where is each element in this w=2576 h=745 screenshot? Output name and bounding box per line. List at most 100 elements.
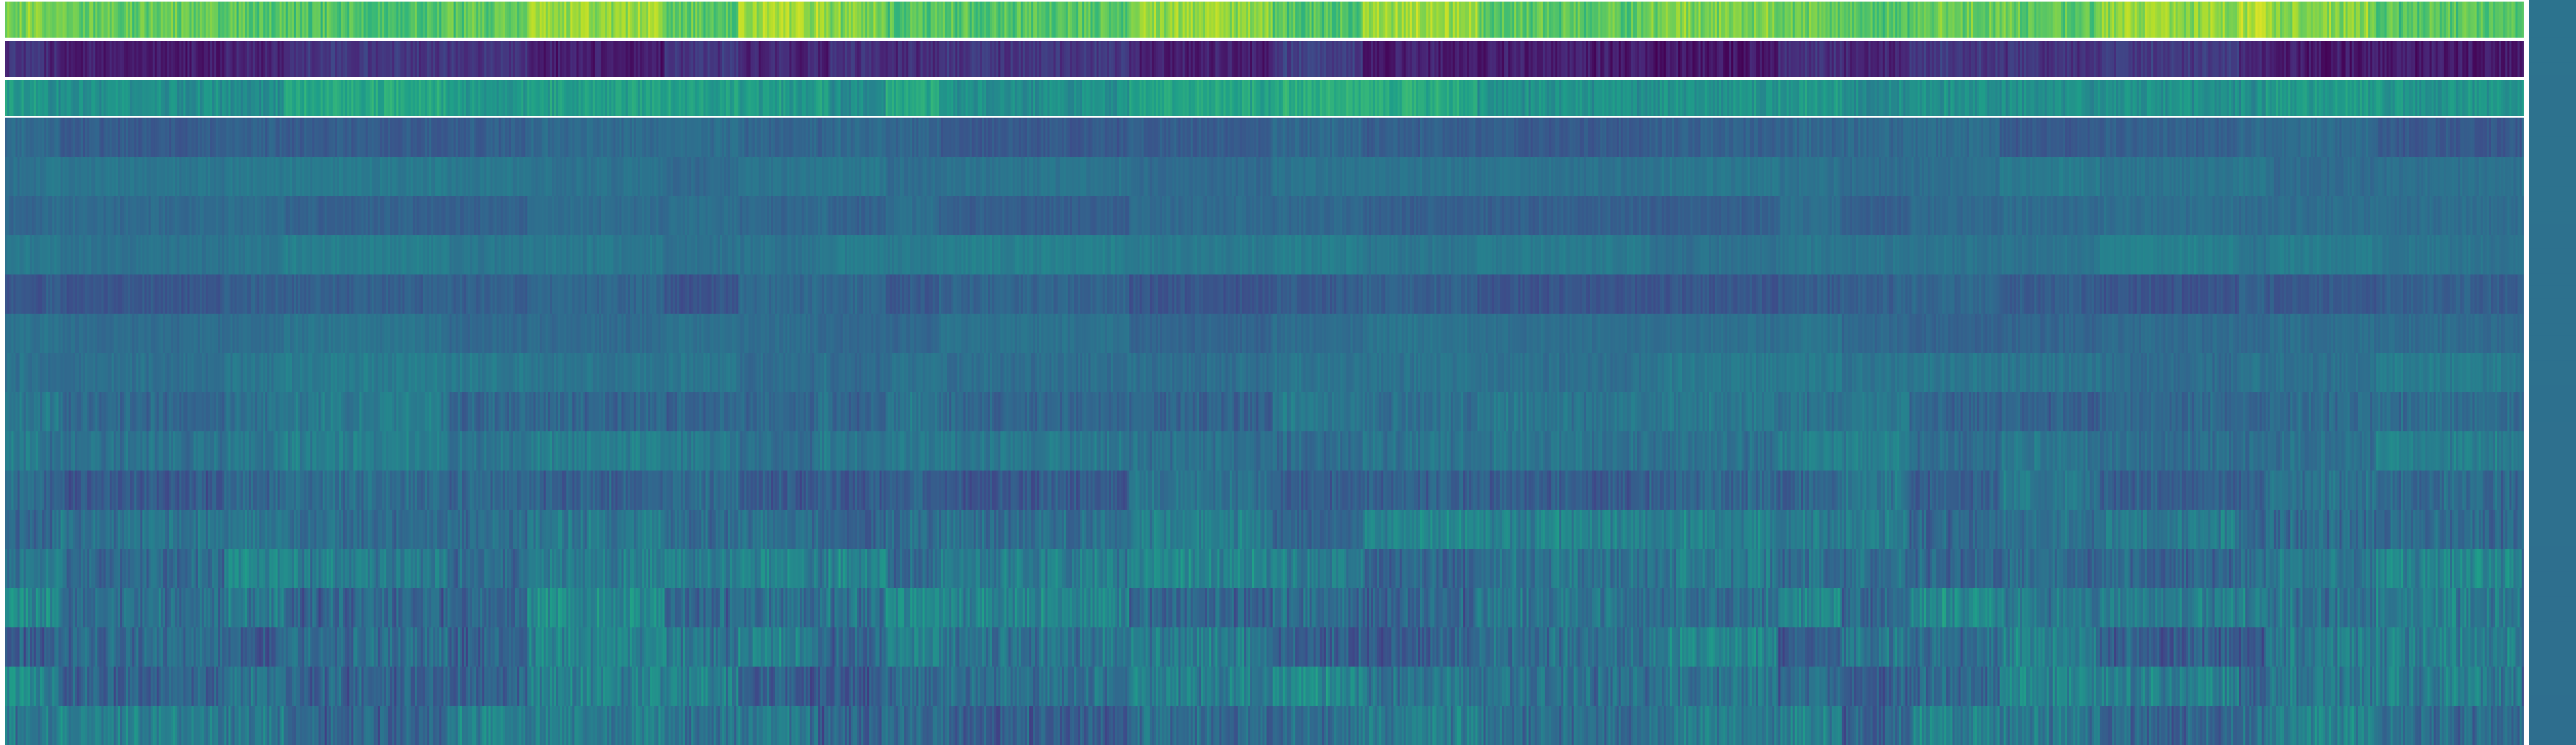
heatmap-cell (364, 80, 366, 116)
heatmap-cell (857, 80, 859, 116)
heatmap-cell (1878, 2, 1881, 38)
heatmap-cell (2044, 80, 2047, 116)
heatmap-cell (398, 2, 401, 38)
heatmap-cell (2397, 2, 2399, 38)
heatmap-cell (345, 41, 348, 77)
heatmap-cell (2425, 80, 2428, 116)
heatmap-cell (255, 80, 258, 116)
heatmap-cell (2329, 80, 2332, 116)
heatmap-cell (28, 80, 30, 116)
heatmap-cell (734, 118, 737, 157)
heatmap-cell (1987, 118, 1990, 157)
heatmap-cell (939, 80, 941, 116)
heatmap-cell (48, 118, 51, 157)
heatmap-cell (2317, 118, 2320, 157)
heatmap-cell (1971, 80, 1973, 116)
heatmap-cell (2034, 2, 2037, 38)
heatmap-cell (2364, 41, 2367, 77)
heatmap-cell (750, 2, 753, 38)
heatmap-cell (845, 118, 847, 157)
heatmap-cell (1971, 2, 1973, 38)
heatmap-cell (1369, 80, 1371, 116)
heatmap-cell (550, 80, 552, 116)
heatmap-cell (1999, 80, 2002, 116)
heatmap-cell (713, 41, 716, 77)
heatmap-cell (834, 2, 837, 38)
heatmap-cell (1768, 2, 1771, 38)
heatmap-cell (1065, 118, 1069, 157)
heatmap-cell (1565, 80, 1568, 116)
heatmap-cell (740, 2, 743, 38)
heatmap-cell (2312, 41, 2316, 77)
heatmap-cell (2108, 118, 2110, 157)
heatmap-cell (2159, 41, 2162, 77)
heatmap-cell (1876, 2, 1879, 38)
heatmap-cell (1533, 41, 1535, 77)
heatmap-cell (1565, 41, 1568, 77)
heatmap-cell (990, 41, 993, 77)
heatmap-cell (2069, 118, 2072, 157)
heatmap-cell (232, 80, 235, 116)
heatmap-cell (1162, 2, 1165, 38)
heatmap-cell (1995, 2, 1998, 38)
heatmap-cell (210, 80, 212, 116)
heatmap-cell (31, 157, 35, 197)
heatmap-cell (1004, 2, 1007, 38)
heatmap-cell (322, 80, 325, 116)
heatmap-cell (1676, 118, 1678, 157)
heatmap-cell (574, 118, 577, 157)
heatmap-cell (400, 80, 403, 116)
heatmap-cell (1981, 2, 1984, 38)
heatmap-cell (578, 2, 581, 38)
heatmap-cell (33, 157, 37, 197)
heatmap-cell (703, 118, 706, 157)
heatmap-cell (1665, 41, 1669, 77)
heatmap-cell (173, 118, 176, 157)
heatmap-cell (1934, 41, 1937, 77)
heatmap-cell (666, 41, 669, 77)
heatmap-cell (2112, 2, 2115, 38)
heatmap-cell (413, 2, 415, 38)
heatmap-cell (1520, 118, 1523, 157)
heatmap-cell (1424, 118, 1427, 157)
heatmap-cell (810, 80, 812, 116)
heatmap-cell (126, 157, 129, 197)
heatmap-cell (711, 118, 714, 157)
heatmap-cell (1578, 118, 1580, 157)
heatmap-cell (1940, 2, 1943, 38)
heatmap-cell (1811, 2, 1814, 38)
heatmap-cell (1757, 2, 1761, 38)
heatmap-cell (2487, 118, 2490, 157)
heatmap-cell (2370, 80, 2373, 116)
heatmap-cell (24, 41, 26, 77)
heatmap-cell (527, 2, 530, 38)
heatmap-cell (1381, 41, 1384, 77)
heatmap-cell (416, 2, 419, 38)
heatmap-cell (1119, 2, 1122, 38)
heatmap-cell (1856, 80, 1859, 116)
heatmap-cell (394, 2, 397, 38)
heatmap-cell (2411, 80, 2414, 116)
heatmap-cell (2452, 118, 2455, 157)
heatmap-cell (845, 80, 847, 116)
heatmap-cell (783, 118, 786, 157)
heatmap-cell (552, 2, 554, 38)
heatmap-cell (2497, 118, 2500, 157)
heatmap-cell (2319, 41, 2322, 77)
heatmap-cell (2482, 80, 2486, 116)
heatmap-cell (738, 80, 741, 116)
heatmap-cell (1170, 2, 1173, 38)
heatmap-cell (2452, 80, 2455, 116)
heatmap-cell (144, 41, 147, 77)
heatmap-cell (275, 118, 278, 157)
heatmap-cell (1715, 41, 1718, 77)
heatmap-cell (376, 80, 379, 116)
heatmap-cell (1174, 80, 1177, 116)
heatmap-cell (1103, 80, 1105, 116)
heatmap-cell (1143, 2, 1147, 38)
heatmap-cell (1969, 41, 1971, 77)
heatmap-cell (380, 41, 382, 77)
heatmap-cell (132, 118, 135, 157)
heatmap-cell (965, 2, 968, 38)
heatmap-cell (132, 2, 135, 38)
